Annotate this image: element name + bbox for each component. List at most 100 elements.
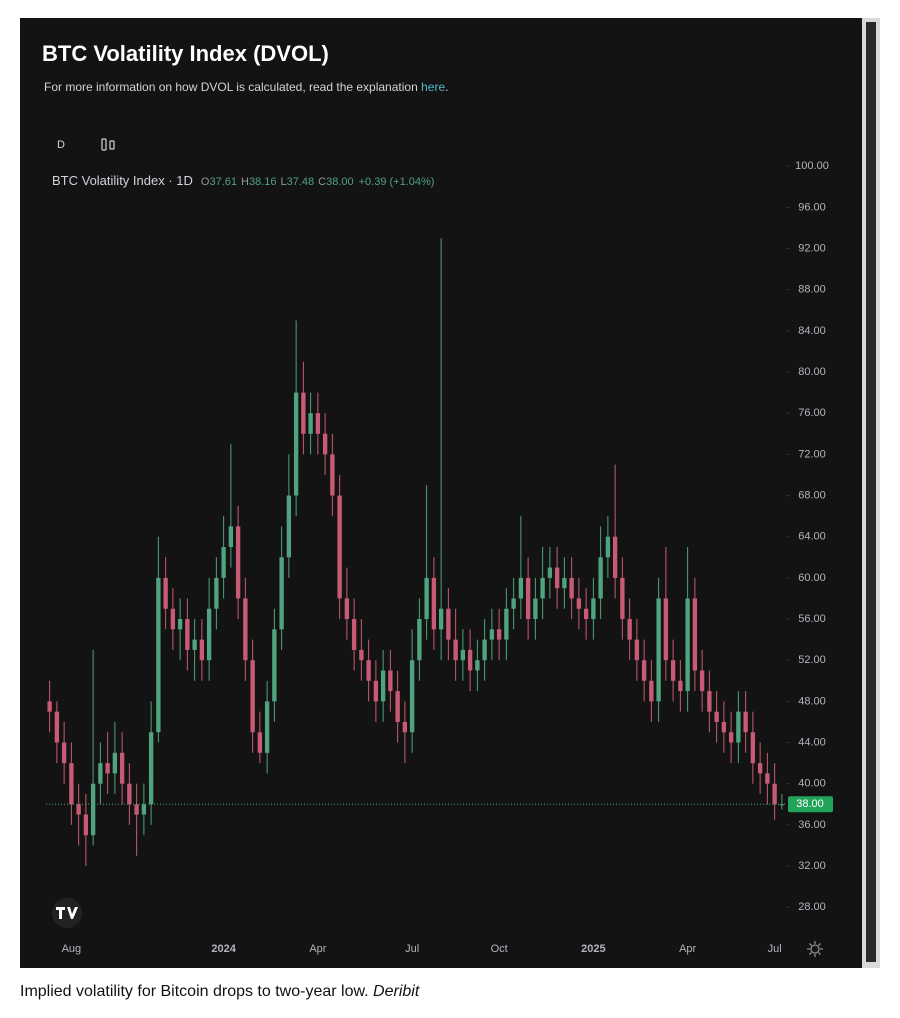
candle-body (736, 711, 741, 743)
y-tick-label: 36.00 (798, 819, 826, 831)
candle-body (424, 577, 429, 620)
candle-body (351, 619, 357, 650)
candle-body (634, 639, 640, 661)
candle-body (518, 577, 524, 599)
settings-button[interactable] (807, 941, 823, 957)
candle-body (228, 526, 234, 547)
scrollbar-track (866, 22, 876, 962)
candle-body (772, 783, 777, 805)
candle-body (438, 608, 444, 630)
tradingview-logo[interactable] (52, 898, 82, 928)
y-tick-label: 44.00 (798, 736, 826, 748)
plot-area: 28.00 32.00 36.00 40.00 44.00 48.00 52.00 56.00… (46, 160, 833, 955)
candle-body (765, 773, 770, 784)
candle-body (576, 598, 582, 609)
candle-body (235, 526, 241, 599)
chart-style-button[interactable] (101, 138, 115, 151)
candle-body (301, 392, 306, 434)
candle-body (641, 660, 647, 681)
legend-value: 38.16 (249, 176, 277, 188)
legend: BTC Volatility Index · 1D O37.61 H38.16 L37… (52, 173, 434, 188)
candle-body (489, 629, 495, 640)
candle-body (54, 711, 60, 743)
candle-body (453, 639, 458, 661)
candle-body (750, 732, 756, 764)
x-tick-label: Oct (491, 943, 508, 955)
candle-body (554, 567, 560, 589)
candle-body (540, 577, 545, 599)
candle-body (380, 670, 386, 702)
y-tick-label: 52.00 (798, 654, 826, 666)
candle-body (76, 804, 81, 815)
candle-body (69, 763, 74, 805)
gear-teeth (807, 941, 823, 957)
candle-body (264, 701, 270, 753)
candle-body (598, 557, 603, 599)
candle-body (308, 413, 313, 434)
candle-body (583, 608, 589, 620)
candle-body (199, 639, 205, 661)
candle-body (511, 598, 516, 609)
subtitle-end: . (445, 80, 448, 94)
candle-body (366, 660, 371, 681)
candle-body (163, 577, 168, 609)
legend-key: H (241, 176, 249, 188)
candle-icon (101, 138, 107, 151)
subtitle-link[interactable]: here (421, 80, 445, 94)
candle-body (714, 711, 719, 722)
chart-title: BTC Volatility Index (DVOL) (42, 41, 329, 66)
legend-value: 38.00 (326, 176, 354, 188)
candle-body (243, 598, 248, 661)
y-tick-label: 64.00 (798, 531, 826, 543)
y-tick-label: 48.00 (798, 695, 826, 707)
gear (810, 944, 820, 954)
candle-body (620, 577, 625, 620)
legend-name: BTC Volatility Index · 1D (52, 173, 193, 188)
interval-button[interactable]: D (57, 139, 65, 151)
candle-body (337, 495, 342, 599)
x-tick-label: Jul (768, 943, 782, 955)
candle-body (293, 392, 299, 496)
legend-key: O (201, 176, 210, 188)
candle-body (83, 814, 89, 836)
candle-body (692, 598, 698, 671)
subtitle-text: For more information on how DVOL is calc… (44, 80, 421, 94)
y-tick-label: 28.00 (798, 901, 826, 913)
candle-body (533, 598, 538, 620)
candle-body (141, 804, 147, 815)
y-tick-label: 72.00 (798, 448, 826, 460)
candle-body (496, 629, 502, 640)
candle-body (460, 649, 466, 661)
candle-body (105, 763, 110, 774)
candle-body (206, 608, 212, 661)
legend-value: 37.61 (209, 176, 237, 188)
candle-body (431, 577, 437, 630)
candle-body (134, 804, 139, 815)
candle-body (612, 536, 618, 578)
legend-value: 37.48 (287, 176, 315, 188)
panel (20, 18, 880, 968)
y-tick-label: 96.00 (798, 201, 826, 213)
candle-body (707, 691, 712, 712)
candle-body (525, 577, 531, 620)
y-tick-label: 92.00 (798, 242, 826, 254)
candle-body (721, 721, 727, 733)
y-tick-label: 84.00 (798, 325, 826, 337)
candle-body (177, 619, 183, 630)
x-tick-label: Apr (309, 943, 326, 955)
candle-body (257, 732, 263, 753)
last-price-box (788, 796, 833, 813)
candle-body (728, 732, 734, 743)
y-tick-label: 60.00 (798, 572, 826, 584)
x-tick-label: Apr (679, 943, 696, 955)
candle-body (170, 608, 176, 630)
candle-body (699, 670, 705, 692)
candle-body (569, 577, 574, 599)
y-tick-label: 40.00 (798, 778, 826, 790)
y-tick-label: 76.00 (798, 407, 826, 419)
candle-body (685, 598, 690, 692)
candle-body (330, 454, 335, 496)
candle-body (547, 567, 553, 578)
